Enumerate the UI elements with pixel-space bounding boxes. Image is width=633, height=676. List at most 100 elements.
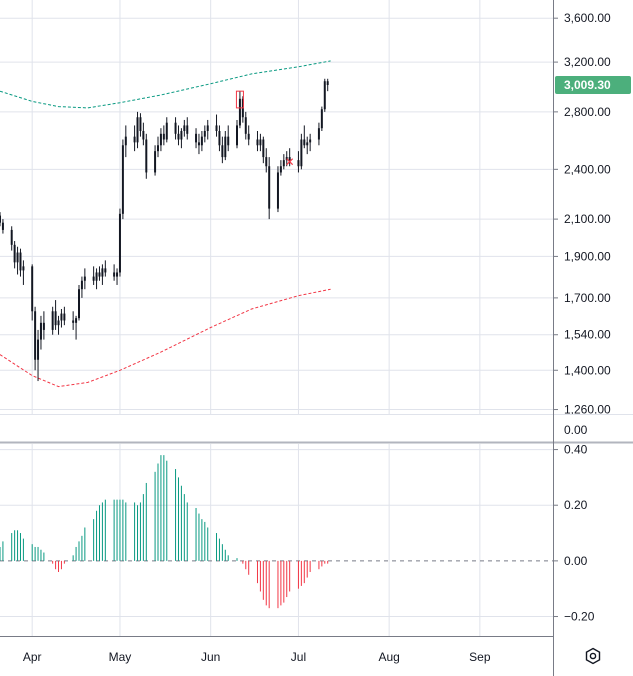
candle-body-1	[1, 222, 4, 230]
candle-body-3	[13, 244, 16, 263]
candle-body-24	[98, 272, 101, 277]
candle-body-67	[276, 172, 279, 209]
candle-body-80	[326, 81, 329, 85]
candle-body-22	[92, 276, 95, 281]
candle-body-46	[186, 125, 189, 134]
candle-body-7	[31, 266, 34, 312]
time-label-jun: Jun	[201, 650, 220, 664]
candle-body-52	[215, 125, 218, 131]
candle-body-50	[203, 130, 206, 137]
osc-tick-label-0: 0.40	[564, 443, 588, 457]
oscillator-axis[interactable]: 0.40 0.20 0.00 −0.20 0.00	[553, 423, 595, 624]
candle-body-51	[206, 125, 209, 131]
candle-body-58	[238, 98, 241, 126]
candle-body-29	[118, 213, 121, 273]
envelope-bands	[0, 60, 331, 388]
candle-body-48	[197, 142, 200, 146]
candle-body-54	[221, 145, 224, 158]
candle-body-43	[177, 133, 180, 140]
candle-body-37	[154, 151, 157, 173]
candle-body-60	[244, 117, 247, 134]
candle-body-30	[121, 145, 124, 214]
candle-body-11	[42, 322, 45, 330]
price-tick-label-1700: 1,700.00	[564, 291, 611, 305]
candle-body-64	[262, 139, 265, 158]
chart-settings-button[interactable]	[577, 644, 609, 668]
time-label-sep: Sep	[469, 650, 491, 664]
candle-body-66	[268, 166, 271, 209]
price-grid	[0, 0, 553, 414]
upper-band-line	[0, 60, 331, 109]
candle-body-19	[78, 289, 80, 319]
candle-body-34	[139, 117, 142, 131]
candle-body-16	[63, 313, 66, 321]
candle-body-23	[95, 272, 98, 281]
candle-body-71	[288, 157, 291, 161]
signal-x-marker-b	[286, 158, 294, 166]
candle-body-14	[57, 320, 60, 326]
candle-body-53	[218, 130, 221, 146]
price-tick-label-1540: 1,540.00	[564, 328, 611, 342]
candle-body-0	[0, 215, 1, 223]
time-label-apr: Apr	[23, 650, 42, 664]
candle-body-61	[247, 133, 250, 140]
candle-body-5	[19, 252, 22, 271]
price-tick-label-3200: 3,200.00	[564, 55, 611, 69]
candle-body-74	[303, 139, 306, 146]
candle-body-26	[104, 268, 107, 273]
candle-body-73	[300, 139, 303, 167]
candle-body-31	[124, 136, 127, 146]
signal-markers	[235, 90, 294, 166]
candle-body-40	[162, 133, 165, 140]
candle-body-45	[183, 125, 186, 131]
price-candles	[0, 78, 329, 382]
candle-body-39	[159, 133, 162, 146]
price-axis[interactable]: 3,600.00 3,200.00 2,800.00 2,400.00 2,100.00…	[553, 11, 611, 417]
candle-body-35	[142, 130, 145, 140]
osc-top-label: 0.00	[564, 423, 588, 437]
last-price-badge-bg	[555, 75, 631, 94]
price-tick-label-1260: 1,260.00	[564, 403, 611, 417]
candle-body-72	[297, 160, 300, 167]
oscillator-grid	[0, 444, 553, 636]
candle-body-42	[174, 122, 177, 134]
candle-body-47	[195, 133, 198, 143]
signal-square-marker	[235, 90, 244, 109]
candle-body-62	[256, 139, 259, 146]
candle-body-2	[10, 229, 13, 245]
price-tick-label-1400: 1,400.00	[564, 363, 611, 377]
settings-hexagon-icon	[585, 647, 601, 665]
candle-body-55	[224, 136, 227, 158]
candle-body-20	[80, 280, 83, 290]
candle-body-9	[37, 339, 40, 360]
time-label-may: May	[109, 650, 132, 664]
candle-body-63	[259, 139, 262, 146]
candle-body-76	[309, 139, 312, 143]
candle-body-68	[279, 166, 282, 173]
osc-tick-label-3: −0.20	[564, 610, 595, 624]
candle-body-56	[227, 136, 230, 146]
time-label-jul: Jul	[291, 650, 306, 664]
candle-body-38	[157, 145, 159, 152]
candle-body-49	[200, 136, 203, 146]
candle-body-32	[133, 136, 136, 143]
candle-body-33	[136, 117, 139, 143]
candle-body-8	[34, 311, 37, 360]
lower-band-line	[0, 288, 331, 388]
time-axis[interactable]: Apr May Jun Jul Aug Sep	[23, 650, 491, 664]
candle-body-17	[72, 320, 75, 323]
candle-body-77	[317, 128, 320, 140]
candle-body-12	[51, 311, 54, 330]
candle-body-79	[323, 81, 326, 110]
price-tick-label-1900: 1,900.00	[564, 249, 611, 263]
candle-body-69	[282, 160, 285, 167]
candle-body-57	[236, 125, 238, 146]
price-tick-label-2100: 2,100.00	[564, 212, 611, 226]
candle-body-15	[60, 313, 63, 321]
price-tick-label-2800: 2,800.00	[564, 105, 611, 119]
candle-body-27	[113, 272, 116, 277]
time-label-aug: Aug	[378, 650, 399, 664]
candle-body-36	[145, 139, 148, 173]
